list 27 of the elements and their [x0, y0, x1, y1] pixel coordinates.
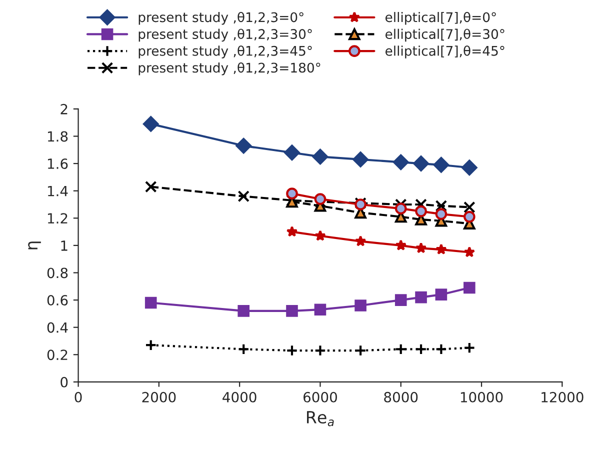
y-tick-label: 1.8: [48, 131, 68, 142]
x-tick-label: 8000: [384, 392, 418, 402]
y-tick-label: 1: [61, 240, 68, 251]
y-tick-label: 0.4: [47, 322, 68, 333]
legend-label: elliptical[7],θ=45°: [386, 46, 504, 58]
x-tick-label: 4000: [222, 392, 256, 402]
x-tick-label: 6000: [304, 392, 337, 402]
x-tick-label: 12000: [542, 392, 584, 402]
y-tick-label: 0.8: [47, 268, 68, 278]
y-tick-label: 1.2: [48, 213, 68, 224]
legend-label: present study ,θ1,2,3=45°: [138, 46, 312, 58]
x-tick-label: 0: [74, 392, 82, 402]
legend-label: elliptical[7],θ=0°: [386, 12, 496, 25]
y-tick-label: 1.4: [48, 186, 68, 196]
legend-label: present study ,θ1,2,3=180°: [138, 62, 320, 76]
legend-label: present study ,θ1,2,3=30°: [138, 28, 312, 42]
y-tick-label: 1.6: [48, 158, 68, 170]
y-tick-label: 0.2: [47, 350, 68, 360]
legend-label: elliptical[7],θ=30°: [386, 28, 504, 42]
y-tick-label: 2: [60, 104, 68, 114]
x-tick-label: 10000: [460, 392, 503, 402]
y-tick-label: 0.6: [47, 295, 68, 306]
y-tick-label: 0: [60, 376, 68, 388]
x-tick-label: 2000: [142, 392, 176, 402]
y-axis-title: η: [28, 242, 41, 250]
legend-label: present study ,θ1,2,3=0°: [138, 12, 304, 25]
x-axis-title: Re$_{a}$: [307, 411, 334, 426]
